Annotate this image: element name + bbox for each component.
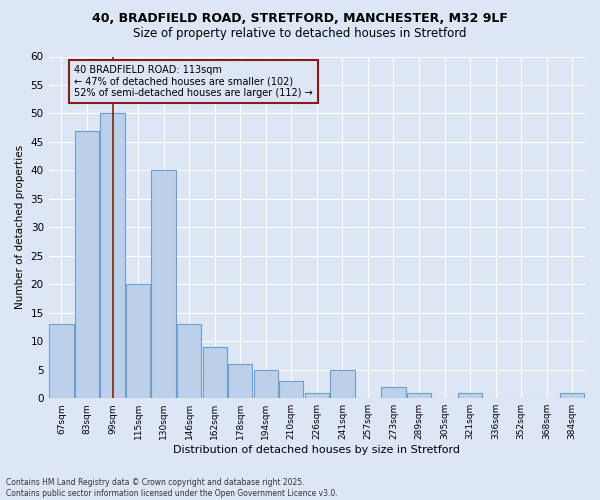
- Text: Size of property relative to detached houses in Stretford: Size of property relative to detached ho…: [133, 28, 467, 40]
- Bar: [126, 284, 150, 398]
- Bar: [330, 370, 355, 398]
- Bar: [382, 387, 406, 398]
- Bar: [254, 370, 278, 398]
- Bar: [407, 392, 431, 398]
- Bar: [177, 324, 201, 398]
- Bar: [228, 364, 253, 398]
- Bar: [100, 114, 125, 398]
- Bar: [49, 324, 74, 398]
- Bar: [458, 392, 482, 398]
- Text: 40, BRADFIELD ROAD, STRETFORD, MANCHESTER, M32 9LF: 40, BRADFIELD ROAD, STRETFORD, MANCHESTE…: [92, 12, 508, 26]
- Bar: [203, 347, 227, 398]
- Text: Contains HM Land Registry data © Crown copyright and database right 2025.
Contai: Contains HM Land Registry data © Crown c…: [6, 478, 338, 498]
- Bar: [305, 392, 329, 398]
- Bar: [151, 170, 176, 398]
- Bar: [560, 392, 584, 398]
- Text: 40 BRADFIELD ROAD: 113sqm
← 47% of detached houses are smaller (102)
52% of semi: 40 BRADFIELD ROAD: 113sqm ← 47% of detac…: [74, 65, 313, 98]
- Bar: [75, 130, 99, 398]
- Y-axis label: Number of detached properties: Number of detached properties: [15, 146, 25, 310]
- X-axis label: Distribution of detached houses by size in Stretford: Distribution of detached houses by size …: [173, 445, 460, 455]
- Bar: [279, 381, 304, 398]
